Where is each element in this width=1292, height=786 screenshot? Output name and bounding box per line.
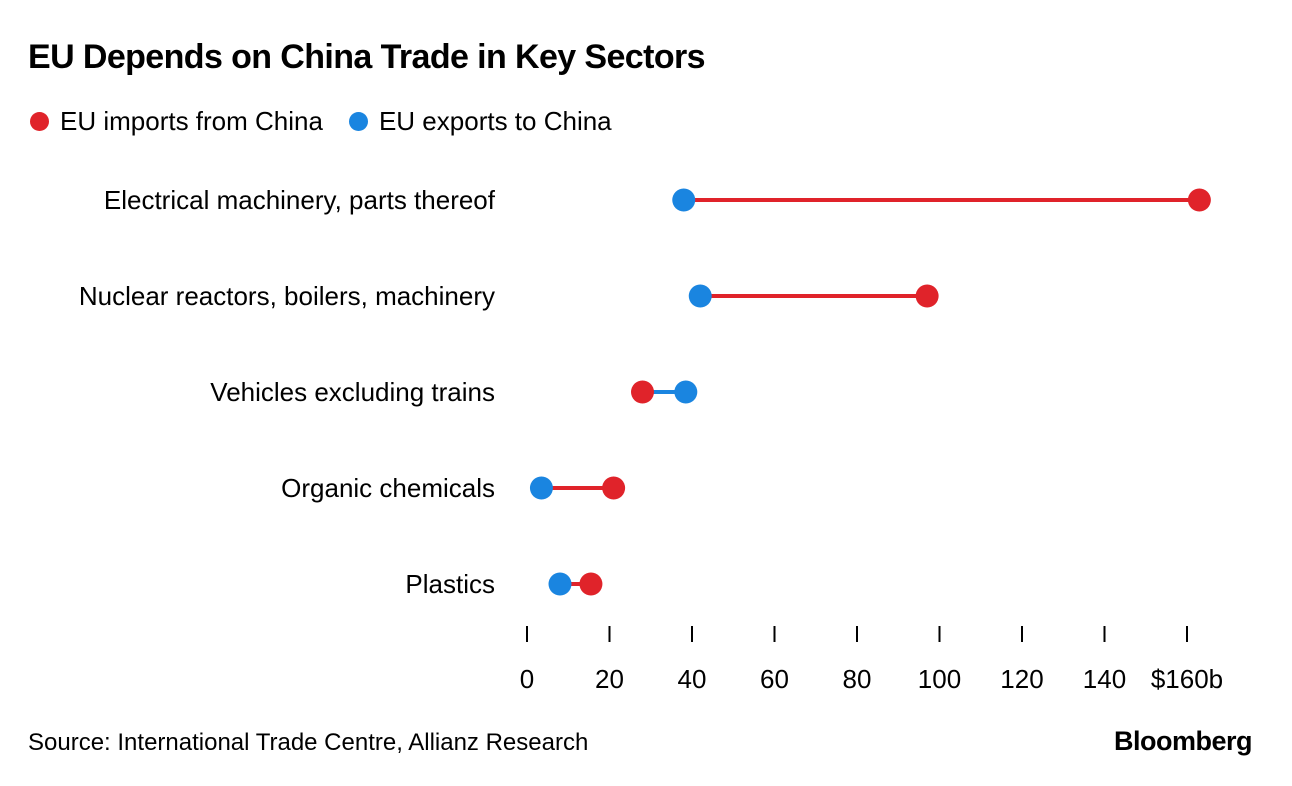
legend-swatch-exports bbox=[348, 112, 368, 131]
import-point bbox=[1187, 188, 1211, 212]
legend-item-exports: EU exports to China bbox=[348, 106, 612, 137]
category-label: Nuclear reactors, boilers, machinery bbox=[79, 281, 495, 311]
import-point bbox=[579, 572, 603, 596]
x-tick-label: $160b bbox=[1151, 664, 1223, 694]
import-point bbox=[602, 476, 626, 500]
category-label: Organic chemicals bbox=[281, 473, 495, 503]
x-tick-label: 80 bbox=[843, 664, 872, 694]
x-tick-label: 20 bbox=[595, 664, 624, 694]
x-tick-label: 120 bbox=[1000, 664, 1043, 694]
brand-logo: Bloomberg bbox=[1113, 726, 1253, 756]
legend-label-exports: EU exports to China bbox=[378, 106, 612, 136]
source-note: Source: International Trade Centre, Alli… bbox=[28, 729, 589, 756]
category-label: Electrical machinery, parts thereof bbox=[104, 185, 496, 215]
x-tick-label: 0 bbox=[520, 664, 534, 694]
export-point bbox=[672, 188, 696, 212]
x-tick-label: 40 bbox=[678, 664, 707, 694]
legend-item-imports: EU imports from China bbox=[30, 106, 323, 137]
export-point bbox=[529, 476, 553, 500]
export-point bbox=[674, 380, 698, 404]
category-label: Vehicles excluding trains bbox=[210, 377, 495, 407]
x-tick-label: 140 bbox=[1083, 664, 1126, 694]
import-point bbox=[915, 284, 939, 308]
x-tick-label: 100 bbox=[918, 664, 961, 694]
legend: EU imports from China EU exports to Chin… bbox=[30, 106, 638, 137]
export-point bbox=[688, 284, 712, 308]
legend-label-imports: EU imports from China bbox=[60, 106, 323, 136]
import-point bbox=[631, 380, 654, 404]
chart-title: EU Depends on China Trade in Key Sectors bbox=[28, 38, 706, 76]
legend-swatch-imports bbox=[30, 112, 49, 131]
x-tick-label: 60 bbox=[760, 664, 789, 694]
category-label: Plastics bbox=[405, 569, 495, 599]
export-point bbox=[548, 572, 572, 596]
